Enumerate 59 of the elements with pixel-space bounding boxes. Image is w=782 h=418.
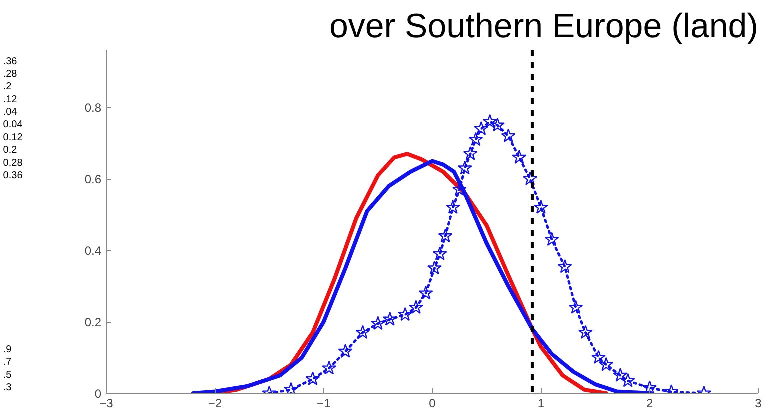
point	[501, 128, 516, 143]
text: .28	[3, 68, 18, 80]
x-tick-label: 3	[755, 396, 762, 410]
point	[490, 118, 505, 132]
point	[438, 228, 453, 243]
text: .12	[3, 94, 18, 106]
point	[468, 132, 484, 146]
point	[482, 114, 498, 128]
y-tick-label: 0	[94, 387, 102, 401]
point	[544, 232, 560, 246]
point	[578, 325, 593, 340]
text: 0.04	[3, 120, 24, 131]
text: 0.36	[3, 170, 24, 182]
text: .5	[3, 370, 12, 381]
point	[446, 200, 460, 214]
point	[523, 172, 538, 186]
point	[613, 368, 628, 382]
y-tick-label: 0.2	[84, 316, 102, 330]
point	[534, 200, 548, 214]
x-tick-label: −3	[100, 396, 114, 410]
point	[418, 286, 434, 300]
point	[306, 372, 320, 386]
point	[408, 300, 424, 314]
text: .3	[3, 382, 12, 394]
point	[463, 146, 478, 160]
chart-title: over Southern Europe (land)	[329, 8, 759, 46]
x-tick-label: −1	[316, 396, 331, 410]
point	[568, 300, 584, 314]
text: 0.12	[3, 132, 24, 144]
text: .9	[3, 344, 12, 356]
point	[356, 325, 370, 340]
x-tick-label: 0	[429, 396, 436, 410]
point	[398, 307, 413, 322]
x-tick-label: 2	[646, 396, 654, 410]
text: .7	[3, 357, 12, 368]
point	[642, 380, 658, 394]
point	[427, 260, 442, 275]
point	[370, 316, 386, 330]
point	[512, 150, 527, 164]
point	[322, 360, 337, 375]
point	[458, 160, 472, 175]
point	[432, 246, 448, 260]
y-tick-label: 0.4	[84, 244, 102, 258]
point	[474, 122, 489, 136]
text: .36	[3, 56, 18, 68]
text: 0.28	[3, 158, 24, 169]
point	[592, 350, 606, 364]
point	[620, 373, 636, 388]
text: 0.2	[3, 145, 18, 156]
x-tick-label: −2	[208, 396, 222, 410]
point	[382, 312, 398, 326]
text: .2	[3, 82, 12, 93]
y-tick-label: 0.8	[84, 101, 102, 116]
point	[599, 357, 614, 372]
point	[558, 259, 572, 274]
text: .04	[3, 107, 18, 118]
x-tick-label: 1	[538, 396, 545, 410]
point	[338, 344, 353, 358]
y-tick-label: 0.6	[84, 172, 102, 187]
